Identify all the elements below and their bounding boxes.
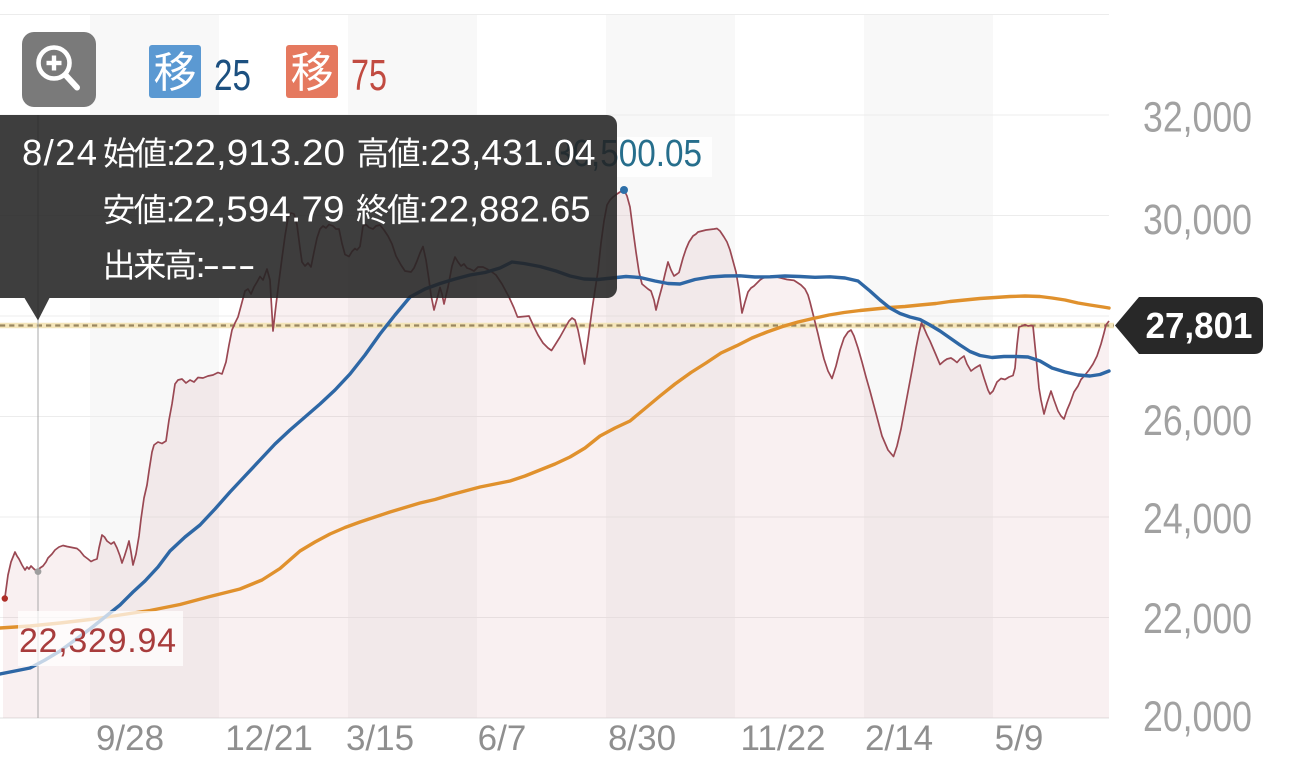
svg-text:22,913.20: 22,913.20 (173, 132, 345, 173)
svg-text:25: 25 (214, 51, 251, 100)
svg-text:5/9: 5/9 (995, 719, 1044, 758)
svg-text:23,431.04: 23,431.04 (430, 132, 596, 173)
svg-text:75: 75 (351, 51, 387, 100)
svg-text::: : (419, 189, 429, 230)
svg-text:22,882.65: 22,882.65 (429, 189, 591, 230)
svg-text:27,801: 27,801 (1146, 305, 1253, 346)
svg-text:6/7: 6/7 (478, 719, 527, 758)
svg-text:12/21: 12/21 (225, 719, 313, 758)
svg-text::: : (420, 132, 430, 173)
svg-text:22,594.79: 22,594.79 (173, 189, 345, 230)
svg-text:2/14: 2/14 (865, 719, 933, 758)
svg-text:8/24: 8/24 (22, 132, 97, 173)
svg-text:3/15: 3/15 (346, 719, 414, 758)
svg-text:9/28: 9/28 (96, 719, 164, 758)
svg-text::: : (196, 244, 206, 285)
svg-text::: : (166, 132, 176, 173)
svg-text:30,000: 30,000 (1143, 197, 1252, 244)
svg-text:22,000: 22,000 (1143, 596, 1252, 643)
svg-text:32,000: 32,000 (1143, 95, 1252, 142)
svg-text:8/30: 8/30 (608, 719, 676, 758)
svg-text:22,329.94: 22,329.94 (19, 622, 176, 660)
svg-text:24,000: 24,000 (1143, 496, 1252, 543)
svg-text:11/22: 11/22 (741, 719, 826, 758)
svg-text:---: --- (203, 244, 256, 285)
svg-text::: : (166, 189, 176, 230)
svg-text:20,000: 20,000 (1143, 694, 1252, 741)
svg-text:26,000: 26,000 (1143, 398, 1252, 445)
